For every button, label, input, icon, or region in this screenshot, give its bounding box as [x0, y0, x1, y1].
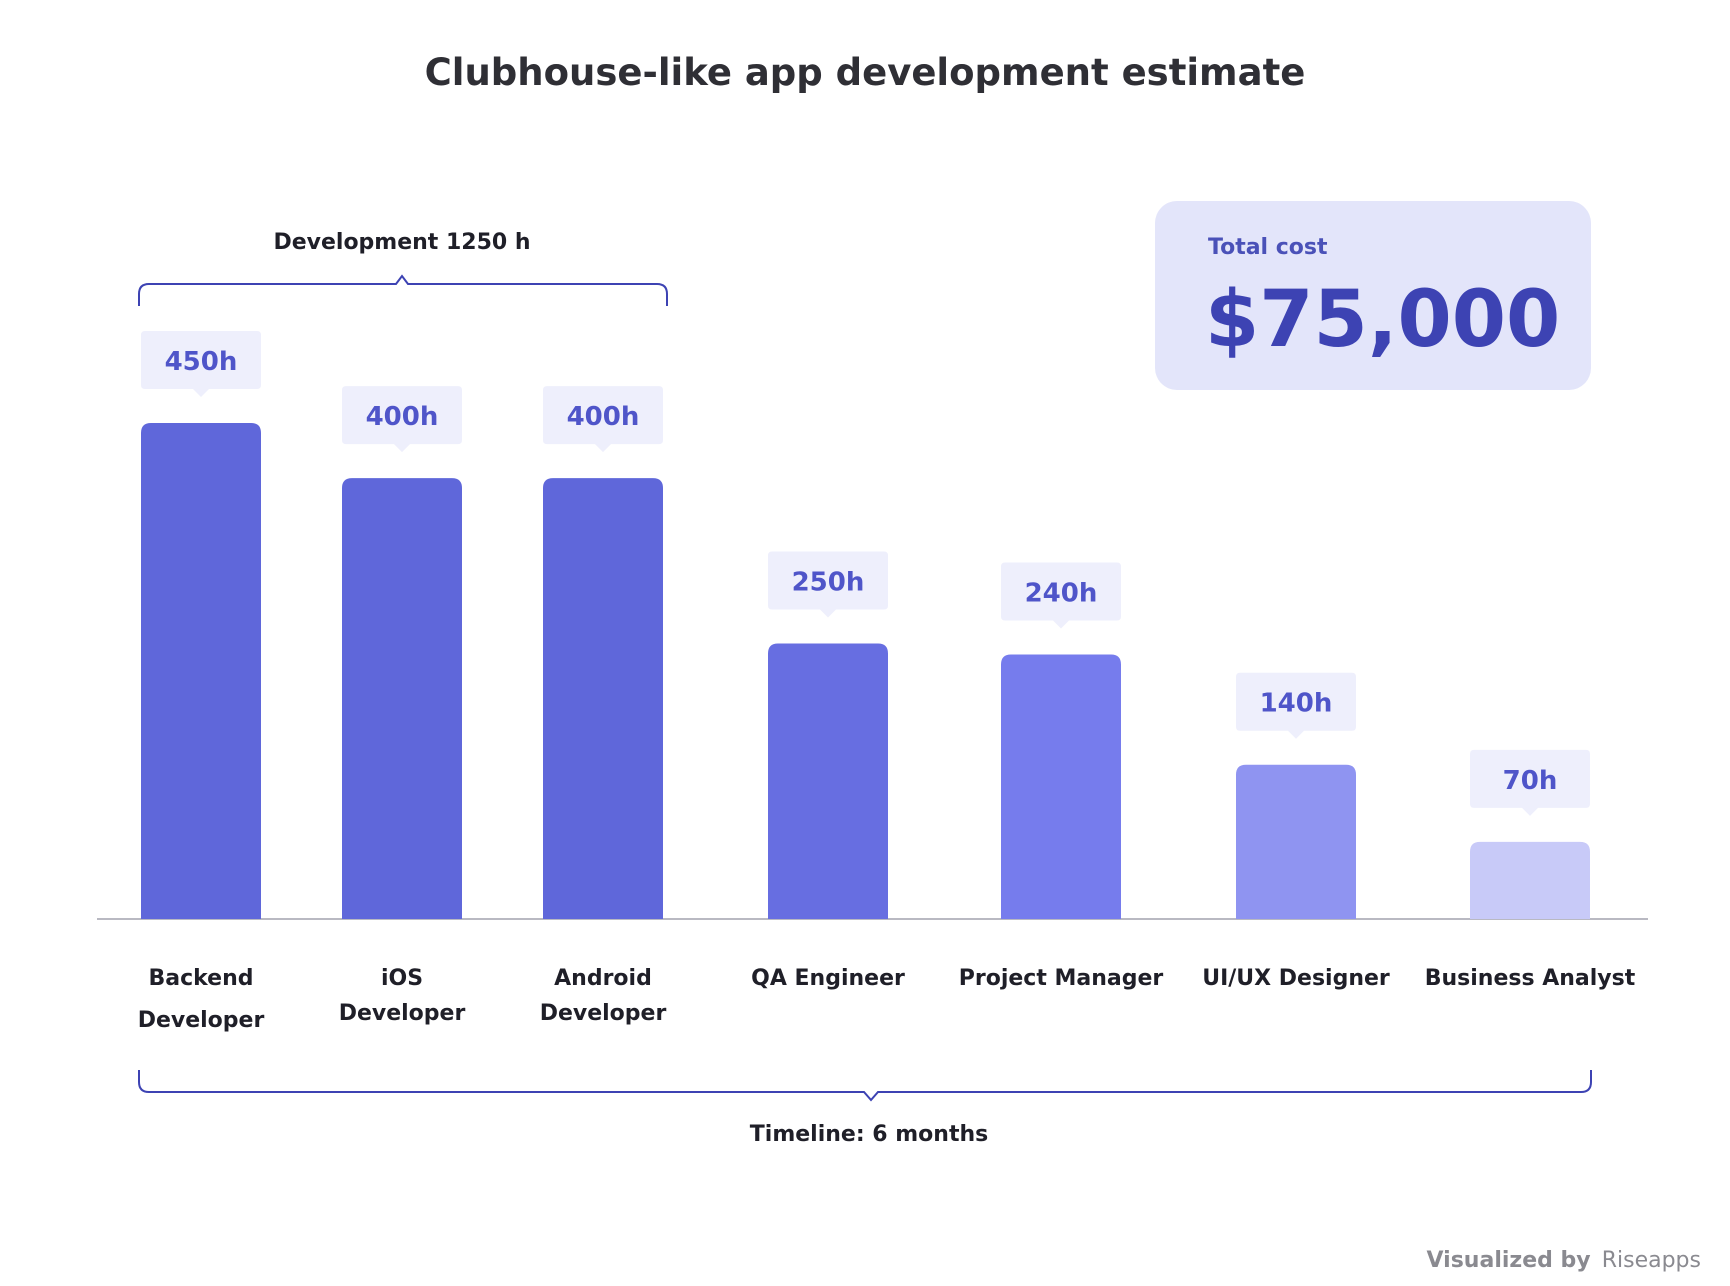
total-cost-value: $75,000	[1205, 275, 1560, 365]
category-label-line: Developer	[339, 1001, 466, 1026]
value-label-bg-backend-developer	[141, 331, 261, 397]
total-cost-label: Total cost	[1208, 235, 1328, 260]
value-label-ui-ux-designer: 140h	[1260, 689, 1333, 719]
value-label-backend-developer: 450h	[165, 347, 238, 377]
chart-title: Clubhouse-like app development estimate	[425, 51, 1306, 94]
category-label-project-manager: Project Manager	[959, 966, 1164, 991]
bar-project-manager	[1001, 654, 1121, 919]
category-label-line: Android	[554, 966, 652, 991]
total-cost-card	[1155, 201, 1591, 390]
value-label-bg-project-manager	[1001, 562, 1121, 629]
development-bracket-label: Development 1250 h	[273, 230, 530, 255]
category-label-line: Developer	[138, 1008, 265, 1033]
bar-business-analyst	[1470, 841, 1590, 919]
category-label-backend-developer: Backend Developer	[138, 966, 265, 1033]
value-label-bg-business-analyst	[1470, 749, 1590, 816]
category-label-line: Backend	[148, 966, 253, 991]
value-label-bg-qa-engineer	[768, 551, 888, 618]
value-label-business-analyst: 70h	[1503, 766, 1558, 796]
value-label-project-manager: 240h	[1025, 578, 1098, 608]
category-label-line: Developer	[540, 1001, 667, 1026]
development-bracket	[138, 274, 668, 306]
category-label-line: iOS	[381, 966, 423, 991]
value-label-android-developer: 400h	[567, 402, 640, 432]
category-label-business-analyst: Business Analyst	[1425, 966, 1636, 991]
credit-brand: Riseapps	[1602, 1248, 1701, 1273]
category-label-android-developer: Android Developer	[540, 966, 667, 1026]
credit: Visualized by Riseapps	[1427, 1248, 1701, 1273]
value-label-qa-engineer: 250h	[792, 567, 865, 597]
value-label-bg-ios-developer	[342, 386, 462, 453]
value-label-bg-android-developer	[543, 386, 663, 453]
bar-backend-developer	[141, 423, 261, 919]
value-label-ios-developer: 400h	[366, 402, 439, 432]
bar-android-developer	[543, 478, 663, 919]
category-label-line: Business Analyst	[1425, 966, 1636, 991]
category-label-ui-ux-designer: UI/UX Designer	[1202, 966, 1390, 991]
bar-ui-ux-designer	[1236, 764, 1356, 919]
category-label-qa-engineer: QA Engineer	[751, 966, 905, 991]
category-label-line: UI/UX Designer	[1202, 966, 1390, 991]
category-label-line: QA Engineer	[751, 966, 905, 991]
credit-prefix: Visualized by	[1427, 1248, 1591, 1273]
value-label-bg-ui-ux-designer	[1236, 672, 1356, 739]
category-label-line: Project Manager	[959, 966, 1164, 991]
timeline-bracket	[138, 1070, 1592, 1102]
bar-qa-engineer	[768, 643, 888, 919]
category-label-ios-developer: iOS Developer	[339, 966, 466, 1026]
timeline-label: Timeline: 6 months	[750, 1122, 988, 1147]
bar-ios-developer	[342, 478, 462, 919]
